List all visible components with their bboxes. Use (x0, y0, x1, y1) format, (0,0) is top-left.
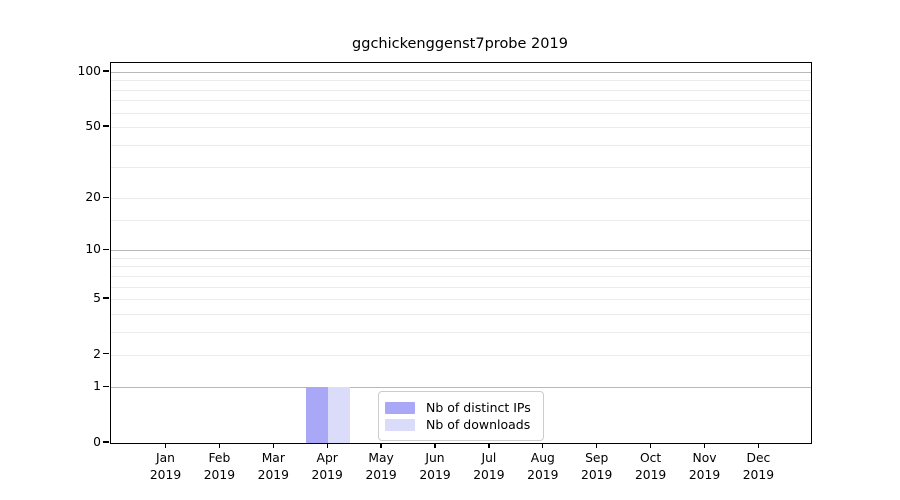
x-tick-label-may: May 2019 (365, 451, 397, 482)
x-tick-mark (380, 443, 382, 449)
x-tick-mark (542, 443, 544, 449)
x-tick-label-jan: Jan 2019 (149, 451, 182, 482)
gridline-minor (111, 167, 811, 168)
gridline-major (111, 250, 811, 252)
x-tick-mark (218, 443, 221, 449)
gridline-minor (111, 80, 811, 82)
x-tick-label-nov: Nov 2019 (688, 451, 721, 482)
gridline-minor (111, 275, 811, 277)
y-tick-mark (103, 125, 109, 127)
gridline-minor (111, 112, 811, 114)
x-tick-label-dec: Dec 2019 (742, 451, 775, 482)
gridline-minor (111, 257, 811, 259)
gridline-minor (111, 354, 811, 356)
y-tick-mark (103, 70, 109, 72)
x-tick-mark (434, 443, 436, 449)
gridline-minor (111, 89, 811, 91)
y-tick-mark (103, 353, 109, 355)
gridline-minor (111, 299, 811, 300)
x-tick-label-sep: Sep 2019 (581, 451, 613, 482)
x-tick-label-jul: Jul 2019 (473, 451, 505, 482)
x-tick-label-aug: Aug 2019 (527, 451, 559, 482)
gridline-major (111, 387, 811, 389)
bar-distinct-ips-apr (306, 387, 329, 443)
gridline-minor (111, 198, 811, 200)
y-tick-mark (103, 248, 109, 250)
x-tick-mark (326, 443, 328, 449)
x-tick-mark (596, 443, 598, 449)
legend-label-distinct-ips: Nb of distinct IPs (426, 400, 531, 415)
y-tick-mark (103, 441, 109, 443)
legend-swatch-distinct-ips (385, 401, 415, 414)
x-tick-label-oct: Oct 2019 (634, 451, 667, 482)
y-tick-mark (103, 196, 109, 198)
gridline-major (111, 72, 811, 73)
x-tick-label-jun: Jun 2019 (419, 451, 451, 482)
x-tick-mark (164, 443, 167, 449)
legend-item-downloads: Nb of downloads (385, 416, 534, 433)
y-tick-label: 50 (85, 118, 101, 133)
x-tick-label-feb: Feb 2019 (203, 451, 236, 482)
gridline-minor (111, 266, 811, 268)
y-tick-label: 100 (77, 64, 101, 78)
x-tick-label-apr: Apr 2019 (311, 451, 343, 482)
x-tick-mark (649, 443, 652, 449)
gridline-minor (111, 144, 811, 146)
plot-area: Nb of distinct IPs Nb of downloads (110, 62, 812, 444)
x-tick-mark (272, 443, 274, 449)
gridline-minor (111, 313, 811, 315)
y-tick-label: 5 (93, 291, 101, 305)
gridline-minor (111, 286, 811, 288)
legend: Nb of distinct IPs Nb of downloads (378, 391, 544, 441)
y-tick-mark (103, 385, 109, 387)
y-tick-label: 10 (85, 242, 101, 257)
y-tick-label: 2 (93, 346, 101, 361)
y-tick-label: 1 (93, 379, 101, 394)
y-tick-label: 0 (93, 435, 101, 449)
gridline-minor (111, 126, 811, 128)
legend-swatch-downloads (385, 418, 415, 431)
legend-label-downloads: Nb of downloads (426, 417, 531, 432)
chart-title: ggchickenggenst7probe 2019 (352, 36, 568, 52)
x-tick-mark (703, 443, 706, 449)
x-tick-label-mar: Mar 2019 (257, 451, 289, 482)
gridline-minor (111, 331, 811, 333)
bar-downloads-apr (328, 387, 351, 443)
y-tick-mark (103, 297, 109, 299)
x-tick-mark (488, 443, 490, 449)
gridline-minor (111, 220, 811, 222)
x-tick-mark (757, 443, 760, 449)
gridline-minor (111, 100, 811, 102)
legend-item-distinct-ips: Nb of distinct IPs (385, 399, 534, 416)
y-tick-label: 20 (85, 190, 101, 205)
